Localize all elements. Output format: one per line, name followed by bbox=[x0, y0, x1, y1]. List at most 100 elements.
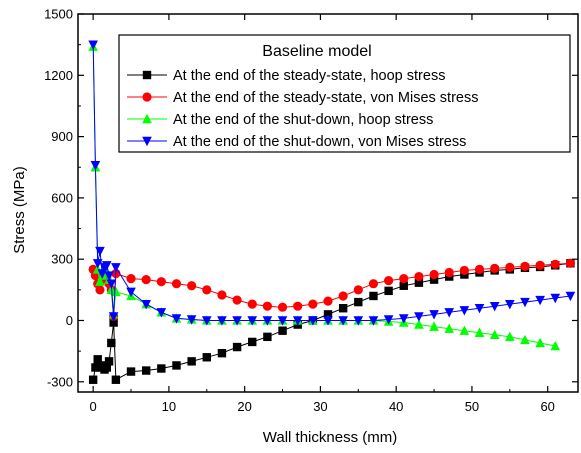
legend-marker bbox=[142, 136, 152, 147]
series-2-point bbox=[459, 265, 469, 276]
series-2-point bbox=[171, 279, 182, 289]
series-2-point bbox=[247, 299, 257, 309]
x-tick-label: 0 bbox=[90, 399, 97, 414]
series-2-point bbox=[141, 275, 151, 285]
series-2-point bbox=[399, 274, 409, 284]
plot-frame bbox=[77, 13, 579, 393]
x-tick-label: 20 bbox=[237, 399, 251, 414]
series-3-point bbox=[444, 323, 455, 333]
series-4-point bbox=[338, 316, 348, 326]
series-1-point bbox=[172, 361, 181, 370]
series-4-point bbox=[520, 297, 530, 308]
series-4-point bbox=[444, 308, 455, 318]
series-4-point bbox=[232, 316, 242, 326]
series-2-point bbox=[368, 279, 379, 289]
series-2-point bbox=[95, 285, 105, 295]
series-layer bbox=[88, 40, 576, 384]
legend-marker bbox=[142, 70, 152, 80]
legend-title: Baseline model bbox=[262, 43, 371, 60]
series-2-point bbox=[262, 301, 272, 311]
series-1-point bbox=[217, 348, 227, 358]
series-4-point bbox=[550, 293, 561, 304]
series-4-point bbox=[414, 312, 424, 322]
series-3-point bbox=[95, 276, 105, 286]
series-4-point bbox=[111, 263, 121, 273]
series-1-point bbox=[384, 286, 393, 296]
series-2-point bbox=[323, 296, 333, 306]
series-2-point bbox=[550, 259, 560, 269]
series-4-point bbox=[505, 299, 515, 310]
series-4-point bbox=[459, 306, 470, 316]
x-tick-label: 40 bbox=[389, 399, 403, 414]
series-3-point bbox=[535, 337, 545, 348]
series-4-point bbox=[474, 304, 485, 314]
legend-entry: At the end of the shut-down, hoop stress bbox=[127, 112, 433, 128]
series-2-point bbox=[384, 276, 394, 286]
series-3-point bbox=[414, 319, 424, 329]
series-1-point bbox=[232, 342, 242, 352]
y-tick-label: 1500 bbox=[44, 7, 73, 22]
legend-entry: At the end of the steady-state, hoop str… bbox=[127, 68, 445, 84]
series-3-point bbox=[459, 325, 470, 335]
series-2-point bbox=[505, 262, 515, 272]
series-4-point bbox=[108, 312, 119, 322]
series-2-point bbox=[277, 302, 288, 312]
series-3-point bbox=[520, 334, 530, 345]
series-1-point bbox=[323, 310, 333, 319]
series-2-point bbox=[202, 285, 212, 295]
series-4-point bbox=[353, 316, 364, 326]
series-1-point bbox=[109, 318, 118, 327]
x-axis-label: Wall thickness (mm) bbox=[263, 429, 397, 446]
series-1-point bbox=[248, 337, 257, 347]
y-tick-label: 900 bbox=[51, 129, 73, 144]
series-4-point bbox=[90, 161, 101, 171]
series-3-point bbox=[505, 331, 515, 342]
legend-label: At the end of the steady-state, von Mise… bbox=[173, 90, 478, 106]
series-2-point bbox=[444, 267, 454, 278]
series-2-point bbox=[520, 261, 530, 271]
series-1-point bbox=[278, 326, 287, 335]
series-1-point bbox=[107, 338, 116, 348]
series-4-point bbox=[292, 316, 303, 326]
series-4-point bbox=[565, 291, 576, 302]
series-4-point bbox=[101, 261, 112, 271]
series-3-point bbox=[550, 340, 561, 351]
series-4-point bbox=[383, 315, 394, 325]
y-tick-label: 300 bbox=[51, 252, 73, 267]
series-1-point bbox=[88, 375, 98, 384]
series-2-point bbox=[429, 269, 439, 280]
series-4-point bbox=[201, 316, 212, 326]
x-tick-label: 30 bbox=[313, 399, 327, 414]
legend-box bbox=[118, 34, 571, 153]
series-1-point bbox=[369, 291, 378, 301]
series-1-point bbox=[414, 278, 424, 287]
y-tick-label: 1200 bbox=[44, 68, 73, 83]
series-2-point bbox=[293, 301, 303, 311]
series-1-point bbox=[354, 297, 363, 307]
series-4-point bbox=[489, 301, 500, 312]
y-tick-label: 0 bbox=[66, 313, 73, 328]
series-4-point bbox=[429, 310, 439, 320]
legend-label: At the end of the steady-state, hoop str… bbox=[173, 68, 445, 84]
y-tick-label: -300 bbox=[47, 374, 73, 389]
series-2-point bbox=[490, 263, 500, 273]
series-3-point bbox=[489, 329, 500, 339]
legend: Baseline model At the end of the steady-s… bbox=[118, 34, 571, 153]
x-tick-label: 60 bbox=[540, 399, 554, 414]
series-4-point bbox=[247, 316, 258, 326]
series-4-point bbox=[277, 316, 288, 326]
series-4-point bbox=[186, 315, 197, 325]
axes-layer: 0 10 20 30 40 50 60 -300 0 300 600 900 1200 1500 bbox=[44, 7, 579, 414]
series-1-point bbox=[91, 363, 100, 372]
series-4-point bbox=[156, 308, 167, 318]
legend-label: At the end of the shut-down, von Mises s… bbox=[173, 134, 466, 150]
series-4-point bbox=[141, 299, 151, 310]
series-1-point bbox=[202, 353, 211, 362]
x-tick-label: 10 bbox=[162, 399, 176, 414]
y-tick-label: 600 bbox=[51, 190, 73, 205]
series-4-point bbox=[88, 40, 98, 50]
series-1-point bbox=[102, 363, 111, 372]
series-4-point bbox=[171, 314, 182, 324]
series-2-point bbox=[217, 290, 227, 300]
